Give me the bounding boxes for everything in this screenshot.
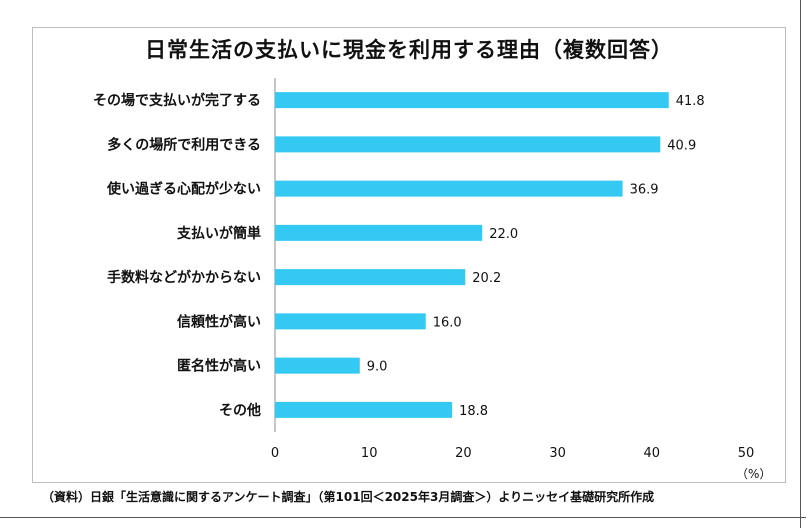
bar bbox=[275, 180, 623, 197]
bar bbox=[275, 357, 360, 374]
bar bbox=[275, 269, 466, 286]
category-label: その場で支払いが完了する bbox=[93, 92, 261, 109]
data-label: 20.2 bbox=[472, 271, 501, 286]
unit-label: （%） bbox=[736, 467, 772, 481]
source-note: （資料）日銀「生活意識に関するアンケート調査」（第101回＜2025年3月調査＞… bbox=[42, 490, 655, 504]
x-tick-label: 50 bbox=[738, 446, 755, 461]
data-label: 36.9 bbox=[630, 183, 659, 198]
chart-title: 日常生活の支払いに現金を利用する理由（複数回答） bbox=[145, 38, 673, 62]
right-border bbox=[800, 0, 801, 528]
category-label: 多くの場所で利用できる bbox=[107, 136, 261, 153]
data-label: 40.9 bbox=[667, 138, 696, 153]
x-tick-label: 10 bbox=[361, 446, 378, 461]
category-label: 匿名性が高い bbox=[177, 358, 261, 375]
data-label: 9.0 bbox=[367, 360, 388, 375]
data-label: 18.8 bbox=[459, 404, 488, 419]
category-label: 使い過ぎる心配が少ない bbox=[106, 181, 261, 198]
x-tick-label: 30 bbox=[549, 446, 566, 461]
category-label: 支払いが簡単 bbox=[176, 225, 261, 242]
data-label: 16.0 bbox=[433, 315, 462, 330]
bar bbox=[275, 136, 661, 153]
data-label: 41.8 bbox=[676, 94, 705, 109]
bar bbox=[275, 313, 426, 330]
x-tick-label: 20 bbox=[455, 446, 472, 461]
bar bbox=[275, 224, 483, 241]
x-tick-label: 40 bbox=[644, 446, 661, 461]
bar bbox=[275, 401, 453, 418]
category-label: その他 bbox=[219, 402, 261, 419]
bar bbox=[275, 92, 669, 109]
data-label: 22.0 bbox=[489, 227, 518, 242]
bottom-border bbox=[0, 517, 806, 518]
category-label: 信頼性が高い bbox=[177, 313, 261, 330]
chart-frame bbox=[32, 27, 786, 483]
x-tick-label: 0 bbox=[271, 446, 279, 461]
category-label: 手数料などがかからない bbox=[107, 269, 261, 286]
